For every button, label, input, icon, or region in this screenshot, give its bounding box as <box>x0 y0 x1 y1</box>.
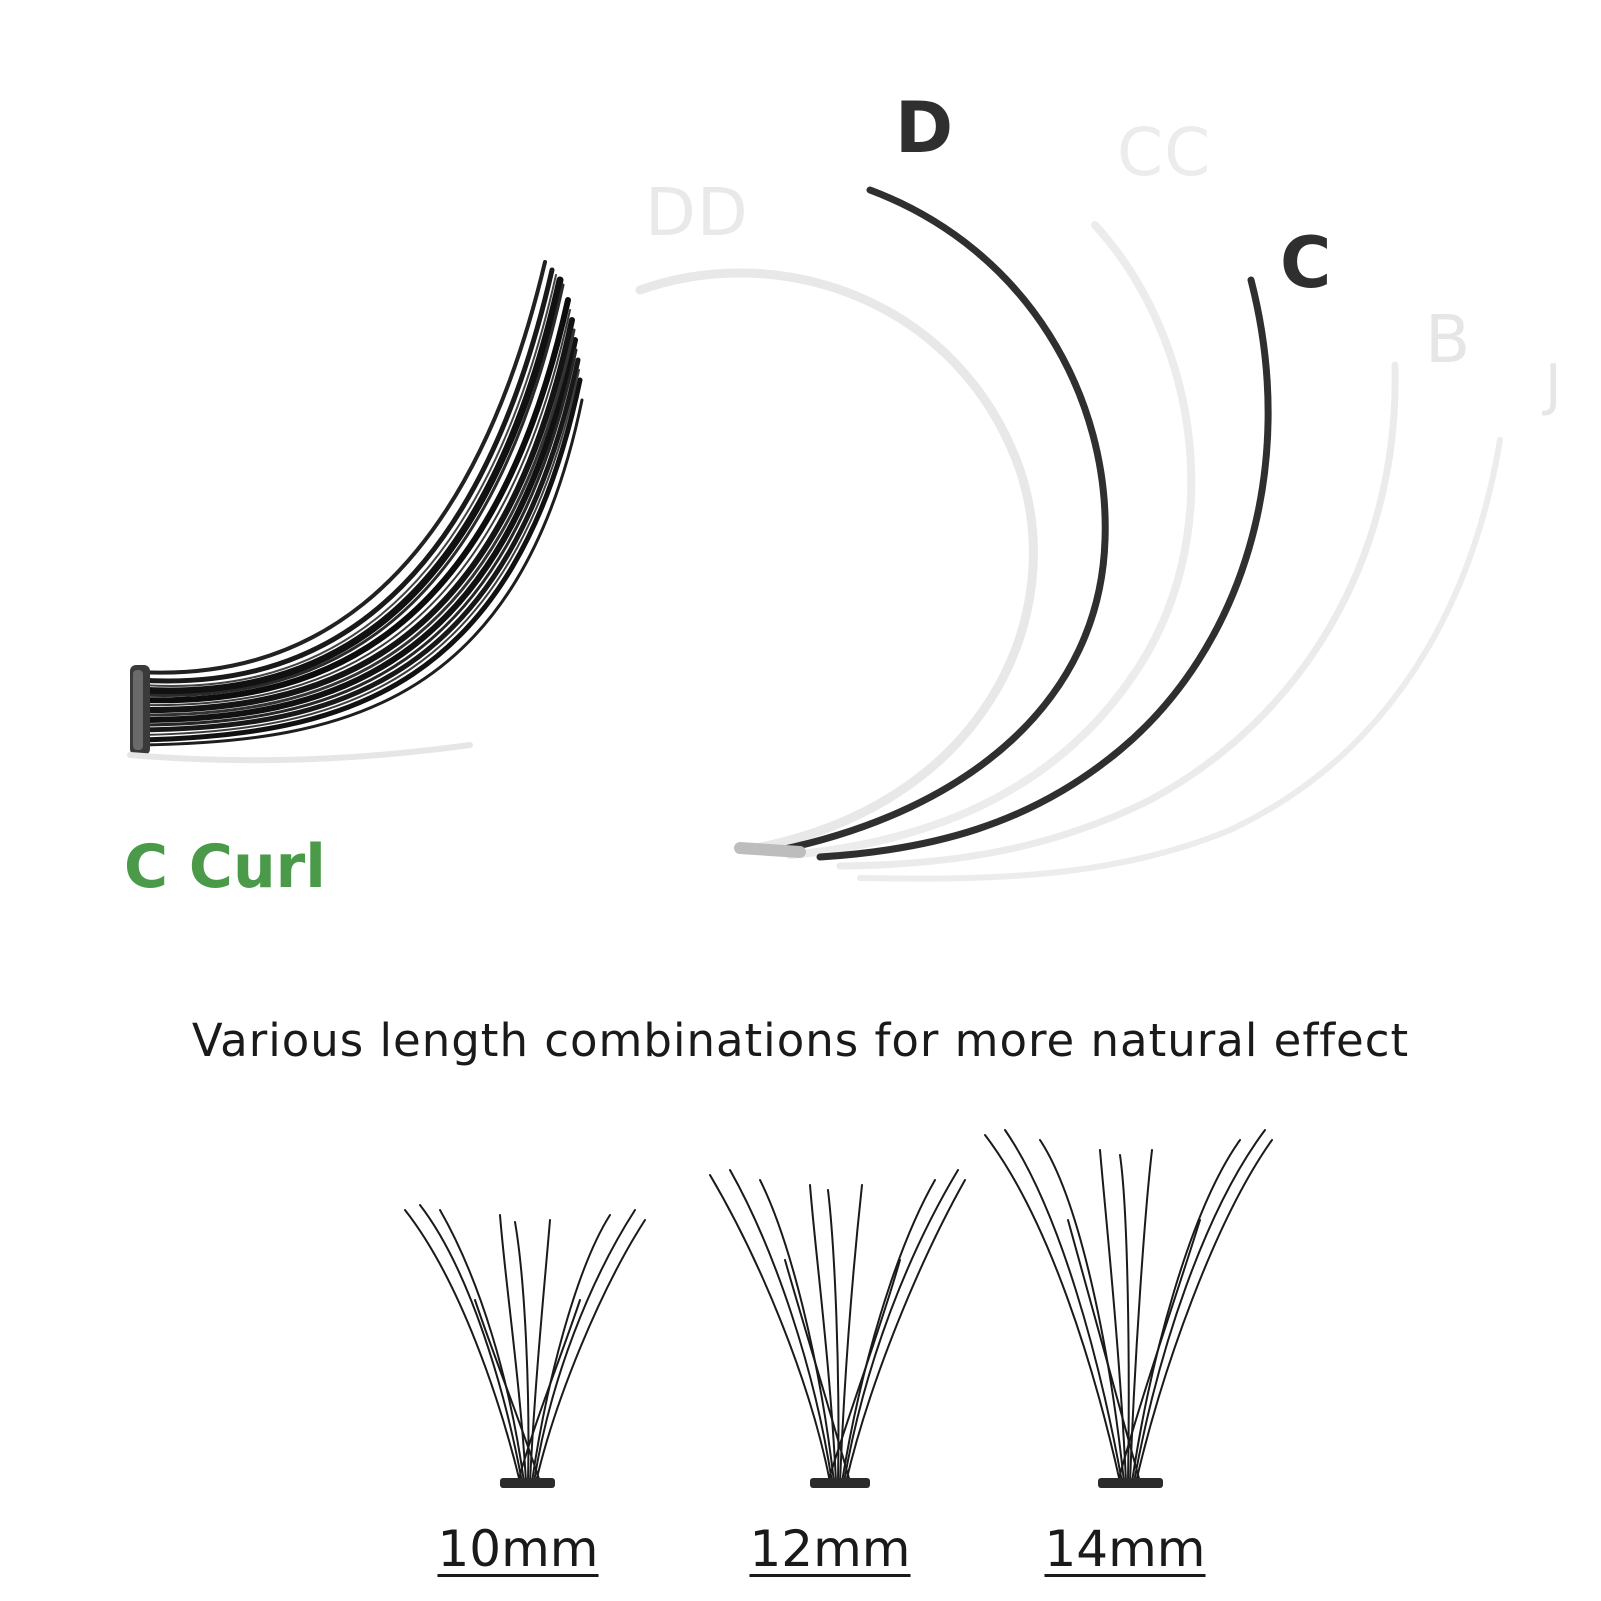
cluster-12mm-image <box>709 1169 966 1488</box>
curve-j <box>857 437 1503 882</box>
curve-cc <box>786 221 1196 859</box>
curl-diagram <box>635 186 1503 882</box>
curve-dd <box>635 268 1038 855</box>
curl-label-dd: DD <box>645 174 749 251</box>
curl-label-c: C <box>1280 222 1333 304</box>
curve-c <box>816 276 1272 861</box>
curve-b <box>836 361 1399 870</box>
curl-label-cc: CC <box>1117 114 1212 191</box>
eyelash-strip-image <box>127 260 584 764</box>
curve-d <box>776 186 1109 854</box>
tagline: Various length combinations for more nat… <box>191 1014 1410 1067</box>
selected-curl-title: C Curl <box>124 832 326 902</box>
curl-label-d: D <box>895 87 955 169</box>
cluster-10mm-image <box>404 1204 646 1488</box>
curve-base <box>734 842 806 858</box>
length-label-12mm: 12mm <box>749 1520 911 1578</box>
curl-label-b: B <box>1425 301 1472 378</box>
length-label-10mm: 10mm <box>437 1520 599 1578</box>
cluster-14mm-image <box>984 1129 1273 1488</box>
curl-label-j: J <box>1545 353 1563 418</box>
length-label-14mm: 14mm <box>1044 1520 1206 1578</box>
